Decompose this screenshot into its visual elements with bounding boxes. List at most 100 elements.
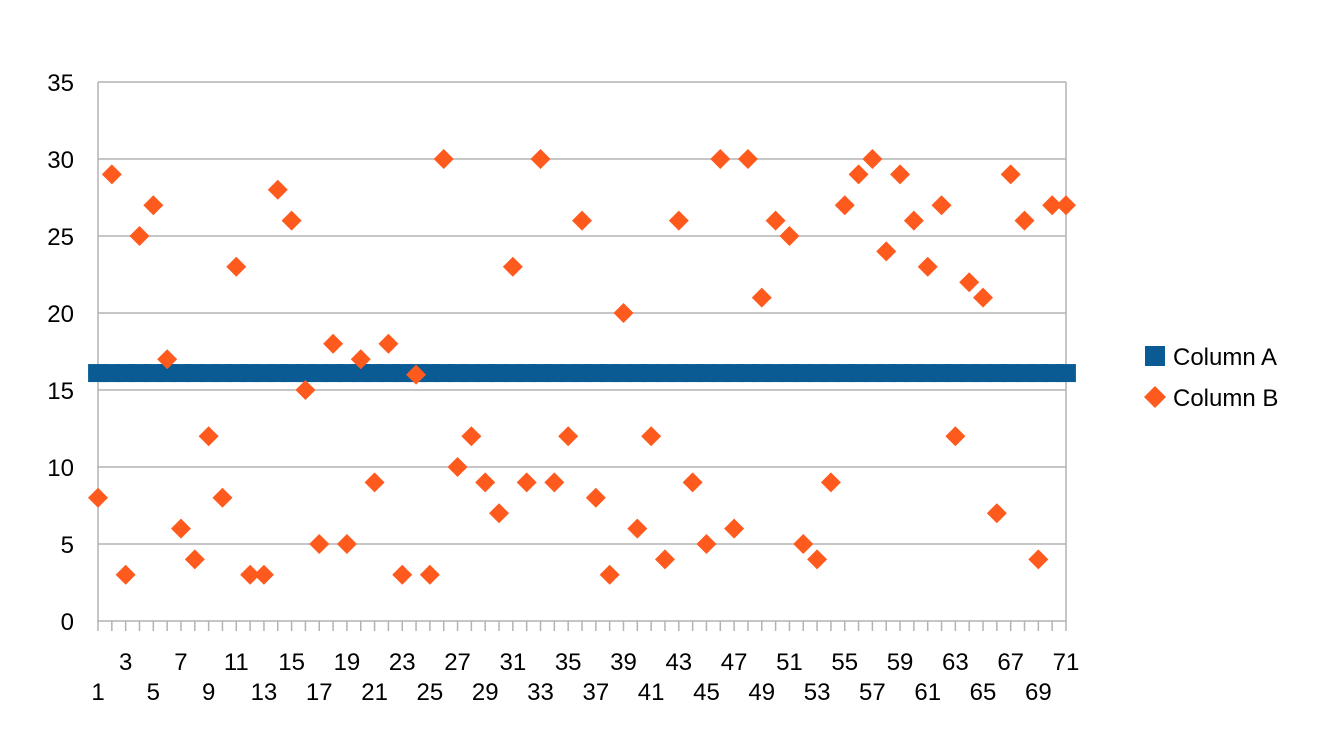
point-column-b: [724, 518, 745, 539]
point-column-b: [447, 457, 468, 477]
point-column-b: [890, 164, 911, 185]
point-column-b: [406, 364, 427, 385]
point-column-b: [212, 487, 233, 508]
point-column-b: [240, 564, 261, 585]
x-tick-label: 37: [582, 679, 609, 706]
point-column-b: [295, 380, 316, 400]
point-column-b: [1000, 164, 1021, 185]
point-column-b: [558, 426, 579, 447]
legend-label-column-b: Column B: [1173, 385, 1278, 412]
x-tick-label: 3: [119, 649, 132, 676]
x-tick-label: 15: [278, 649, 305, 676]
x-tick-label: 41: [638, 679, 665, 706]
gridlines: [98, 81, 1066, 545]
point-column-b: [973, 287, 994, 308]
legend-label-column-a: Column A: [1173, 344, 1277, 371]
y-tick-label: 25: [47, 224, 74, 251]
point-column-b: [378, 333, 399, 354]
point-column-b: [253, 564, 274, 585]
x-tick-label: 45: [693, 679, 720, 706]
point-column-b: [143, 195, 164, 216]
point-column-b: [917, 256, 938, 277]
point-column-b: [820, 472, 841, 493]
x-tick-label: 27: [444, 649, 471, 676]
point-column-b: [392, 564, 413, 585]
point-column-a: [1056, 364, 1076, 383]
y-axis-tick-labels: 0 5 10 15 20 25 30 35: [47, 70, 74, 636]
legend: Column A Column B: [1144, 344, 1278, 412]
point-column-b: [807, 549, 828, 570]
x-tick-label: 31: [500, 649, 527, 676]
point-column-b: [281, 210, 302, 231]
point-column-b: [876, 241, 897, 262]
x-tick-label: 29: [472, 679, 499, 706]
x-tick-label: 47: [721, 649, 748, 676]
y-tick-label: 35: [47, 70, 74, 97]
x-tick-label: 55: [831, 649, 858, 676]
point-column-b: [737, 149, 758, 169]
x-tick-label: 53: [804, 679, 831, 706]
point-column-b: [226, 256, 247, 277]
point-column-b: [157, 349, 178, 370]
x-tick-label: 59: [887, 649, 914, 676]
point-column-b: [530, 149, 551, 169]
point-column-b: [1028, 549, 1049, 570]
x-tick-label: 49: [748, 679, 775, 706]
point-column-b: [1014, 210, 1035, 231]
point-column-b: [599, 564, 620, 585]
point-column-b: [336, 534, 357, 554]
point-column-b: [945, 426, 966, 447]
x-tick-label: 43: [665, 649, 692, 676]
point-column-b: [350, 349, 371, 370]
x-tick-label: 35: [555, 649, 582, 676]
point-column-b: [654, 549, 675, 570]
point-column-b: [101, 164, 122, 185]
x-tick-label: 25: [417, 679, 444, 706]
point-column-b: [751, 287, 772, 308]
y-tick-label: 30: [47, 147, 74, 174]
point-column-b: [641, 426, 662, 447]
x-axis-tick-labels: 1357911131517192123252729313335373941434…: [91, 649, 1079, 706]
y-tick-label: 15: [47, 378, 74, 405]
legend-marker-column-b: [1144, 386, 1166, 408]
x-tick-label: 61: [914, 679, 941, 706]
point-column-b: [959, 272, 980, 293]
point-column-b: [986, 503, 1007, 524]
x-tick-label: 19: [334, 649, 361, 676]
x-tick-label: 69: [1025, 679, 1052, 706]
x-tick-label: 65: [970, 679, 997, 706]
point-column-b: [461, 426, 482, 447]
point-column-b: [779, 226, 800, 246]
point-column-b: [88, 487, 108, 508]
point-column-b: [115, 564, 136, 585]
point-column-b: [585, 487, 606, 508]
series-column-a: [88, 364, 1076, 383]
point-column-b: [613, 303, 634, 323]
point-column-b: [184, 549, 205, 570]
x-tick-label: 21: [361, 679, 388, 706]
point-column-b: [862, 149, 883, 169]
point-column-b: [668, 210, 689, 231]
y-tick-label: 10: [47, 455, 74, 482]
point-column-b: [834, 195, 855, 216]
point-column-b: [627, 518, 648, 539]
point-column-b: [516, 472, 537, 493]
point-column-b: [572, 210, 592, 231]
point-column-b: [931, 195, 952, 216]
x-tick-label: 23: [389, 649, 416, 676]
point-column-b: [475, 472, 496, 493]
x-tick-label: 57: [859, 679, 886, 706]
x-tick-label: 51: [776, 649, 803, 676]
x-tick-label: 39: [610, 649, 637, 676]
point-column-b: [903, 210, 924, 231]
point-column-b: [129, 226, 150, 246]
y-tick-label: 5: [61, 532, 74, 559]
point-column-b: [309, 534, 330, 554]
point-column-b: [682, 472, 703, 493]
point-column-b: [323, 333, 344, 354]
point-column-b: [1056, 195, 1076, 216]
x-tick-label: 71: [1053, 649, 1080, 676]
point-column-b: [544, 472, 565, 493]
x-tick-label: 5: [147, 679, 160, 706]
